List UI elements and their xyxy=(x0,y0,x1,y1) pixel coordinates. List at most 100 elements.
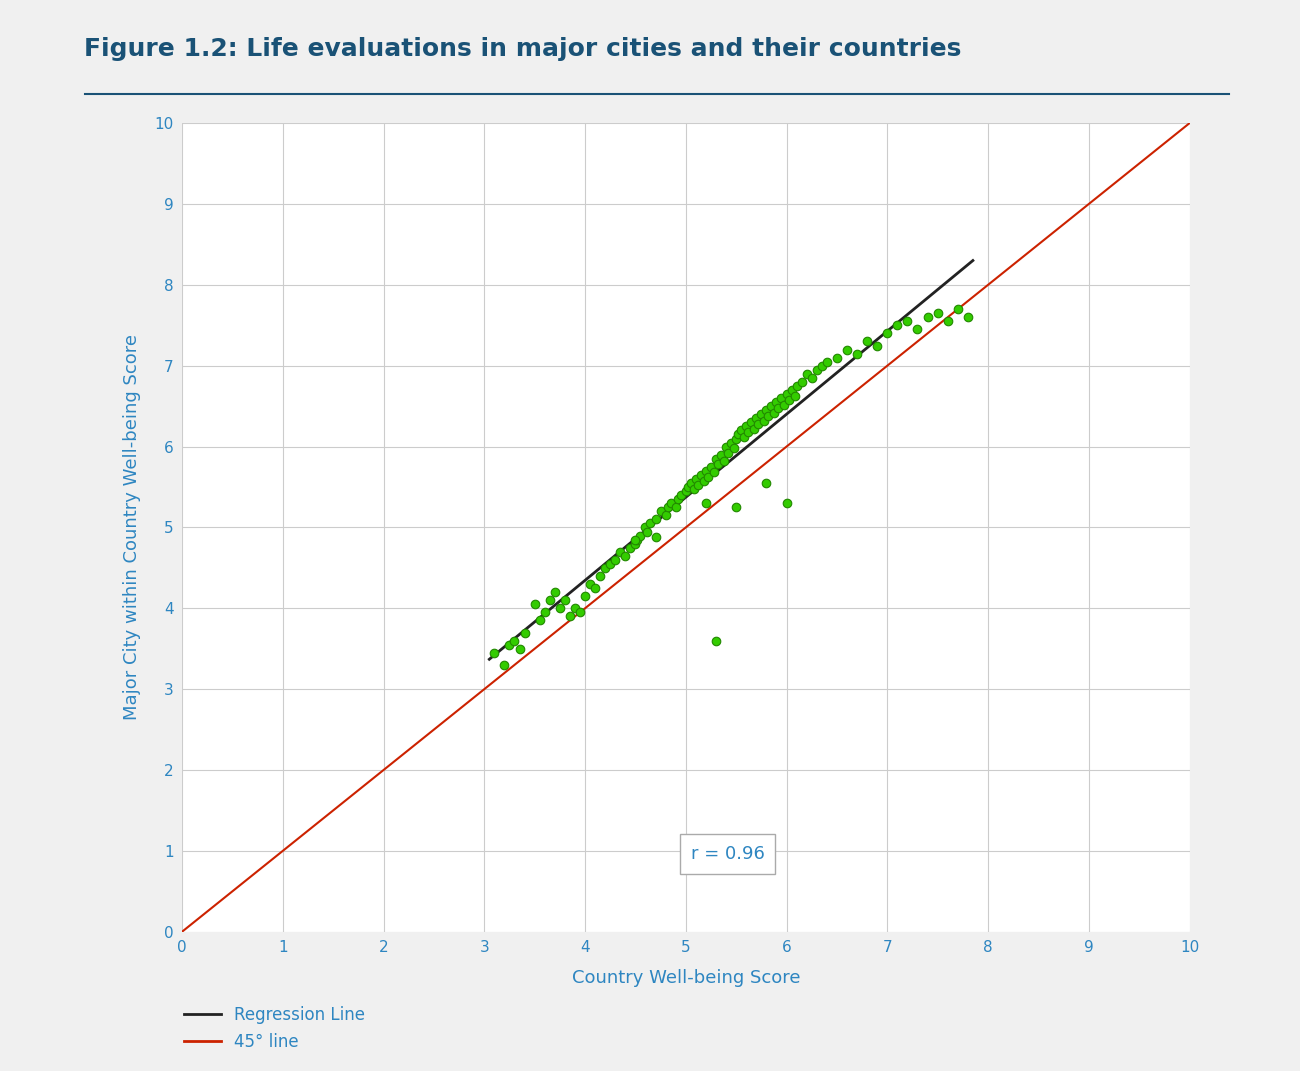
Point xyxy=(781,381,802,398)
Text: Figure 1.2: Life evaluations in major cities and their countries: Figure 1.2: Life evaluations in major ci… xyxy=(84,37,962,61)
Text: r = 0.96: r = 0.96 xyxy=(690,845,764,863)
Point xyxy=(718,444,738,462)
Point xyxy=(703,464,724,481)
Point xyxy=(887,317,907,334)
Point xyxy=(540,591,560,608)
Point xyxy=(688,477,709,494)
Point xyxy=(937,313,958,330)
Point xyxy=(746,410,767,427)
Point xyxy=(771,390,792,407)
Point xyxy=(776,495,797,512)
Legend: Regression Line, 45° line: Regression Line, 45° line xyxy=(177,999,372,1057)
Point xyxy=(792,374,812,391)
Point xyxy=(744,420,764,437)
Point xyxy=(867,337,888,355)
Point xyxy=(595,559,616,576)
Point xyxy=(724,440,745,457)
Point xyxy=(667,491,688,508)
Point xyxy=(645,511,666,528)
Point xyxy=(510,640,530,658)
Point xyxy=(716,438,737,455)
Point xyxy=(620,539,641,556)
Point xyxy=(764,404,785,421)
Y-axis label: Major City within Country Well-being Score: Major City within Country Well-being Sco… xyxy=(122,334,140,721)
Point xyxy=(736,418,757,435)
Point xyxy=(630,527,651,544)
Point xyxy=(786,377,807,394)
Point xyxy=(779,391,800,408)
Point xyxy=(636,518,656,536)
Point xyxy=(677,479,698,496)
Point xyxy=(524,595,545,613)
Point xyxy=(948,301,968,318)
Point xyxy=(645,529,666,546)
Point xyxy=(725,429,746,447)
Point xyxy=(575,588,595,605)
Point xyxy=(728,426,749,443)
Point xyxy=(707,456,728,473)
Point xyxy=(918,308,939,326)
Point xyxy=(585,579,606,597)
Point xyxy=(615,547,636,564)
Point xyxy=(484,645,504,662)
Point xyxy=(693,472,714,489)
Point xyxy=(766,393,786,410)
Point xyxy=(731,422,751,439)
Point xyxy=(637,523,658,540)
Point xyxy=(796,365,816,382)
Point xyxy=(747,416,768,433)
Point xyxy=(827,349,848,366)
Point xyxy=(559,608,580,625)
Point xyxy=(927,304,948,321)
Point xyxy=(625,531,646,548)
Point xyxy=(658,499,679,516)
Point xyxy=(550,600,571,617)
Point xyxy=(774,396,794,413)
Point xyxy=(671,486,692,503)
Point xyxy=(676,483,697,500)
Point xyxy=(706,632,727,649)
Point xyxy=(660,495,681,512)
Point xyxy=(655,507,676,524)
Point xyxy=(711,447,732,464)
X-axis label: Country Well-being Score: Country Well-being Score xyxy=(572,969,800,987)
Point xyxy=(776,386,797,403)
Point xyxy=(640,515,660,532)
Point xyxy=(706,450,727,467)
Point xyxy=(760,397,781,414)
Point xyxy=(701,458,722,476)
Point xyxy=(784,388,805,405)
Point xyxy=(733,428,754,446)
Point xyxy=(801,369,822,387)
Point xyxy=(758,407,779,424)
Point xyxy=(741,413,762,431)
Point xyxy=(599,555,620,572)
Point xyxy=(650,502,671,519)
Point xyxy=(696,495,716,512)
Point xyxy=(897,313,918,330)
Point xyxy=(684,480,705,497)
Point xyxy=(738,423,759,440)
Point xyxy=(714,453,734,470)
Point xyxy=(696,463,716,480)
Point xyxy=(545,584,566,601)
Point xyxy=(757,474,777,492)
Point xyxy=(837,341,858,358)
Point xyxy=(604,552,625,569)
Point xyxy=(534,604,555,621)
Point xyxy=(569,604,590,621)
Point xyxy=(806,361,827,378)
Point xyxy=(811,357,832,374)
Point xyxy=(515,624,536,642)
Point xyxy=(499,636,520,653)
Point xyxy=(504,632,525,649)
Point xyxy=(494,657,515,674)
Point xyxy=(690,466,711,483)
Point xyxy=(610,543,630,560)
Point xyxy=(554,591,575,608)
Point xyxy=(846,345,867,362)
Point xyxy=(720,434,741,451)
Point xyxy=(876,325,897,342)
Point xyxy=(666,499,686,516)
Point xyxy=(564,600,585,617)
